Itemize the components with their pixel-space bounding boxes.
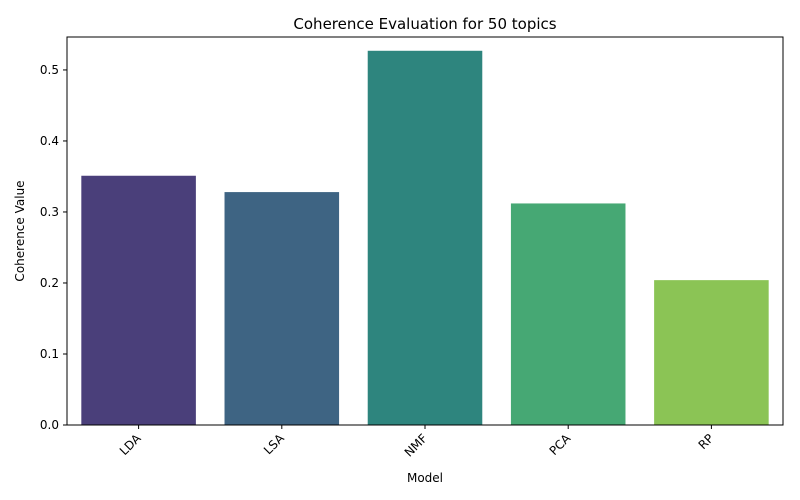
x-tick-label: LSA [261,431,288,458]
bar-nmf [367,50,483,425]
x-axis-ticks: LDA LSA NMF PCA RP [117,425,717,460]
y-axis-label: Coherence Value [13,180,27,281]
plot-frame [66,36,784,426]
bars-group [81,50,769,425]
y-tick-label: 0.0 [40,418,59,432]
y-tick-label: 0.1 [40,347,59,361]
bar-pca [510,203,626,425]
y-tick-label: 0.5 [40,63,59,77]
chart-title: Coherence Evaluation for 50 topics [293,15,556,33]
x-axis-label: Model [407,471,443,485]
x-tick-label: PCA [547,431,574,458]
y-axis-ticks: 0.0 0.1 0.2 0.3 0.4 0.5 [40,63,67,432]
x-tick-label: NMF [402,431,431,460]
bar-lsa [224,192,340,425]
x-tick-label: RP [696,431,717,452]
y-tick-label: 0.3 [40,205,59,219]
bar-lda [81,175,196,425]
y-tick-label: 0.2 [40,276,59,290]
bar-rp [654,280,769,425]
x-tick-label: LDA [117,431,144,458]
y-tick-label: 0.4 [40,134,59,148]
